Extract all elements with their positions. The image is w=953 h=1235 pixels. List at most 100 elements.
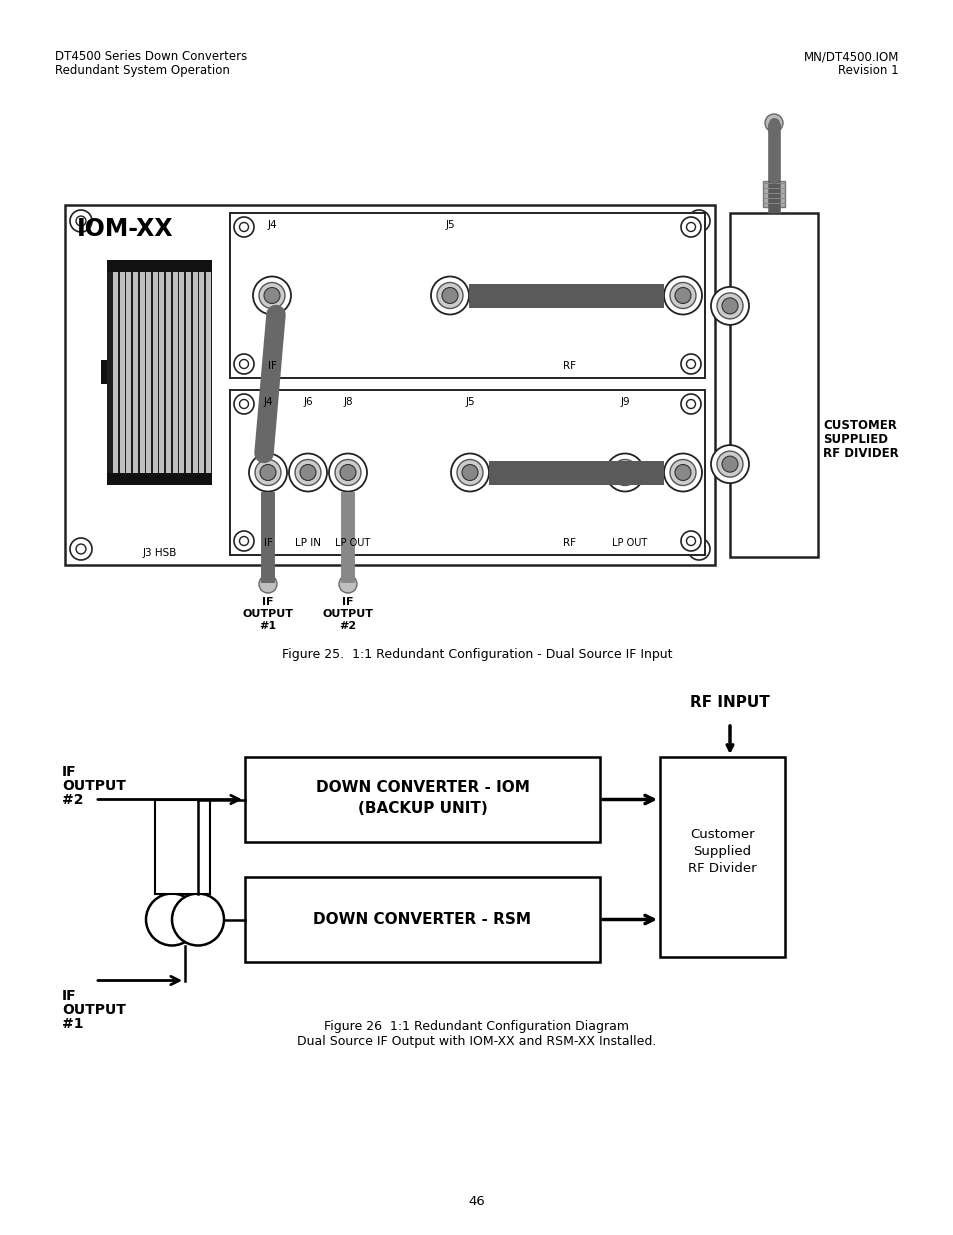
Circle shape	[76, 545, 86, 555]
Bar	[245, 757, 599, 842]
Text: DOWN CONVERTER - RSM: DOWN CONVERTER - RSM	[314, 911, 531, 927]
Circle shape	[669, 459, 696, 485]
Circle shape	[764, 114, 782, 132]
Circle shape	[258, 576, 276, 593]
Circle shape	[663, 453, 701, 492]
Circle shape	[694, 216, 703, 226]
Text: OUTPUT: OUTPUT	[62, 1003, 126, 1016]
Text: Supplied: Supplied	[693, 846, 751, 858]
Bar	[126, 272, 132, 473]
Circle shape	[686, 359, 695, 368]
Text: IF: IF	[263, 538, 273, 548]
Text: LP IN: LP IN	[294, 538, 320, 548]
Circle shape	[233, 394, 253, 414]
Text: J8: J8	[343, 396, 353, 408]
Circle shape	[680, 394, 700, 414]
Text: RF INPUT: RF INPUT	[689, 695, 769, 710]
Circle shape	[686, 536, 695, 546]
Bar	[193, 272, 197, 473]
Circle shape	[233, 217, 253, 237]
Text: #2: #2	[339, 621, 356, 631]
Bar	[172, 272, 177, 473]
Circle shape	[669, 283, 696, 309]
Text: LP OUT: LP OUT	[612, 538, 647, 548]
Text: LP OUT: LP OUT	[335, 538, 370, 548]
Text: Figure 25.  1:1 Redundant Configuration - Dual Source IF Input: Figure 25. 1:1 Redundant Configuration -…	[281, 648, 672, 661]
Bar	[659, 757, 784, 957]
Circle shape	[335, 459, 360, 485]
Circle shape	[239, 222, 248, 231]
Text: RF Divider: RF Divider	[687, 862, 756, 876]
Circle shape	[663, 277, 701, 315]
Text: RF: RF	[563, 361, 576, 370]
Circle shape	[461, 464, 477, 480]
Text: RF: RF	[563, 538, 576, 548]
Text: DOWN CONVERTER - IOM: DOWN CONVERTER - IOM	[315, 781, 529, 795]
Circle shape	[710, 445, 748, 483]
Bar	[152, 272, 157, 473]
Text: SUPPLIED: SUPPLIED	[822, 433, 887, 446]
Bar	[107, 261, 212, 272]
Text: J3 HSB: J3 HSB	[142, 548, 176, 558]
Text: OUTPUT: OUTPUT	[242, 609, 294, 619]
Bar	[489, 461, 663, 484]
Bar	[230, 212, 704, 378]
Circle shape	[239, 359, 248, 368]
Circle shape	[675, 288, 690, 304]
Bar	[132, 272, 138, 473]
Text: (BACKUP UNIT): (BACKUP UNIT)	[357, 802, 487, 816]
Text: Figure 26  1:1 Redundant Configuration Diagram: Figure 26 1:1 Redundant Configuration Di…	[324, 1020, 629, 1032]
Text: MN/DT4500.IOM: MN/DT4500.IOM	[802, 49, 898, 63]
Circle shape	[253, 277, 291, 315]
Circle shape	[680, 531, 700, 551]
Circle shape	[146, 893, 198, 946]
Text: Redundant System Operation: Redundant System Operation	[55, 64, 230, 77]
Bar	[230, 390, 704, 555]
Circle shape	[717, 293, 742, 319]
Circle shape	[239, 399, 248, 409]
Bar	[65, 205, 714, 564]
Text: #2: #2	[62, 793, 84, 806]
Bar	[159, 272, 164, 473]
Bar	[186, 272, 191, 473]
Circle shape	[617, 464, 633, 480]
Text: 46: 46	[468, 1195, 485, 1208]
Circle shape	[289, 453, 327, 492]
Circle shape	[456, 459, 482, 485]
Circle shape	[680, 217, 700, 237]
Circle shape	[686, 222, 695, 231]
Circle shape	[294, 459, 320, 485]
Circle shape	[694, 545, 703, 555]
Bar	[155, 799, 211, 893]
Text: DT4500 Series Down Converters: DT4500 Series Down Converters	[55, 49, 247, 63]
Circle shape	[70, 538, 91, 559]
Circle shape	[680, 354, 700, 374]
Bar	[206, 272, 211, 473]
Text: J9: J9	[619, 396, 629, 408]
Text: Customer: Customer	[689, 829, 754, 841]
Circle shape	[264, 288, 280, 304]
Bar	[166, 272, 171, 473]
Circle shape	[612, 459, 638, 485]
Circle shape	[172, 893, 224, 946]
Bar	[179, 272, 184, 473]
Text: IF: IF	[62, 764, 76, 778]
Text: IF: IF	[262, 597, 274, 606]
Circle shape	[233, 354, 253, 374]
Circle shape	[239, 536, 248, 546]
Bar	[107, 473, 212, 485]
Text: CUSTOMER: CUSTOMER	[822, 420, 896, 432]
Bar	[146, 272, 152, 473]
Circle shape	[686, 399, 695, 409]
Circle shape	[451, 453, 489, 492]
Circle shape	[338, 576, 356, 593]
Circle shape	[260, 464, 275, 480]
Circle shape	[254, 459, 281, 485]
Text: J4: J4	[267, 220, 276, 230]
Bar	[199, 272, 204, 473]
Bar	[729, 212, 817, 557]
Circle shape	[721, 298, 738, 314]
Bar	[469, 284, 663, 308]
Circle shape	[605, 453, 643, 492]
Circle shape	[233, 531, 253, 551]
